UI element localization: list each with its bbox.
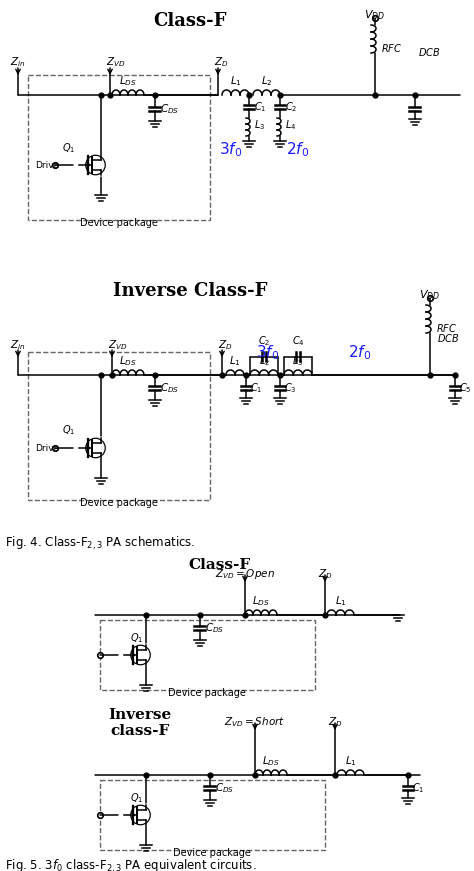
Text: Device package: Device package bbox=[80, 218, 158, 228]
Text: $Z_{VD}$: $Z_{VD}$ bbox=[108, 338, 128, 352]
Text: $DCB$: $DCB$ bbox=[418, 46, 440, 58]
Text: Device package: Device package bbox=[80, 498, 158, 508]
Bar bbox=[100, 780, 325, 850]
Text: $Z_D$: $Z_D$ bbox=[214, 55, 228, 69]
Text: Inverse Class-F: Inverse Class-F bbox=[113, 282, 267, 300]
Text: $Z_D$: $Z_D$ bbox=[328, 715, 342, 729]
Bar bbox=[28, 75, 210, 220]
Text: $2f_0$: $2f_0$ bbox=[348, 344, 372, 362]
Text: $3f_0$: $3f_0$ bbox=[219, 140, 243, 159]
Text: $Z_{VD}=Short$: $Z_{VD}=Short$ bbox=[225, 715, 285, 729]
Text: $2f_0$: $2f_0$ bbox=[286, 140, 310, 159]
Text: $C_1$: $C_1$ bbox=[254, 100, 266, 114]
Text: $L_3$: $L_3$ bbox=[254, 118, 265, 132]
Text: $Z_D$: $Z_D$ bbox=[318, 567, 332, 581]
Text: $Q_1$: $Q_1$ bbox=[130, 631, 143, 645]
Text: $L_1$: $L_1$ bbox=[335, 594, 346, 608]
Text: Device package: Device package bbox=[168, 688, 246, 698]
Text: $L_1$: $L_1$ bbox=[345, 754, 356, 768]
Text: Device package: Device package bbox=[173, 848, 251, 858]
Text: $Q_1$: $Q_1$ bbox=[130, 791, 143, 805]
Text: $RFC$: $RFC$ bbox=[436, 322, 457, 334]
Text: Class-F: Class-F bbox=[153, 12, 227, 30]
Text: Fig. 5. $3f_0$ class-F$_{2,3}$ PA equivalent circuits.: Fig. 5. $3f_0$ class-F$_{2,3}$ PA equiva… bbox=[5, 858, 256, 871]
Text: $3f_0$: $3f_0$ bbox=[256, 344, 280, 362]
Text: $L_{DS}$: $L_{DS}$ bbox=[119, 74, 137, 88]
Text: $L_3$: $L_3$ bbox=[292, 354, 304, 368]
Text: $Z_{VD}$: $Z_{VD}$ bbox=[106, 55, 126, 69]
Text: Fig. 4. Class-F$_{2,3}$ PA schematics.: Fig. 4. Class-F$_{2,3}$ PA schematics. bbox=[5, 535, 195, 552]
Text: $C_3$: $C_3$ bbox=[284, 381, 297, 395]
Text: $DCB$: $DCB$ bbox=[437, 332, 459, 344]
Text: $L_{DS}$: $L_{DS}$ bbox=[119, 354, 137, 368]
Text: $L_1$: $L_1$ bbox=[229, 74, 241, 88]
Text: $L_{DS}$: $L_{DS}$ bbox=[262, 754, 280, 768]
Text: $C_2$: $C_2$ bbox=[285, 100, 297, 114]
Text: Drive: Drive bbox=[35, 160, 59, 170]
Text: $Z_{in}$: $Z_{in}$ bbox=[10, 55, 26, 69]
Text: $L_2$: $L_2$ bbox=[258, 354, 270, 368]
Text: $C_{DS}$: $C_{DS}$ bbox=[160, 102, 179, 116]
Text: $V_{DD}$: $V_{DD}$ bbox=[419, 288, 441, 301]
Text: Inverse
class-F: Inverse class-F bbox=[109, 708, 172, 739]
Text: $V_{DD}$: $V_{DD}$ bbox=[365, 8, 386, 22]
Text: $C_{DS}$: $C_{DS}$ bbox=[215, 781, 234, 795]
Text: $C_1$: $C_1$ bbox=[412, 781, 424, 795]
Text: Drive: Drive bbox=[35, 443, 59, 453]
Bar bbox=[28, 352, 210, 500]
Text: $L_2$: $L_2$ bbox=[261, 74, 272, 88]
Text: $RFC$: $RFC$ bbox=[381, 42, 402, 54]
Text: $C_{DS}$: $C_{DS}$ bbox=[160, 381, 179, 395]
Text: $L_4$: $L_4$ bbox=[285, 118, 296, 132]
Text: $L_{DS}$: $L_{DS}$ bbox=[252, 594, 270, 608]
Text: Class-F: Class-F bbox=[189, 558, 251, 572]
Text: $C_4$: $C_4$ bbox=[292, 334, 304, 348]
Text: $Z_{in}$: $Z_{in}$ bbox=[10, 338, 26, 352]
Text: $C_1$: $C_1$ bbox=[250, 381, 263, 395]
Text: $Z_{VD}=Open$: $Z_{VD}=Open$ bbox=[215, 567, 275, 581]
Text: $Q_1$: $Q_1$ bbox=[62, 141, 75, 155]
Bar bbox=[100, 620, 315, 690]
Text: $C_2$: $C_2$ bbox=[258, 334, 270, 348]
Text: $Q_1$: $Q_1$ bbox=[62, 423, 75, 437]
Text: $Z_D$: $Z_D$ bbox=[218, 338, 233, 352]
Text: $L_1$: $L_1$ bbox=[229, 354, 241, 368]
Text: $C_5$: $C_5$ bbox=[459, 381, 472, 395]
Text: $C_{DS}$: $C_{DS}$ bbox=[205, 621, 224, 635]
